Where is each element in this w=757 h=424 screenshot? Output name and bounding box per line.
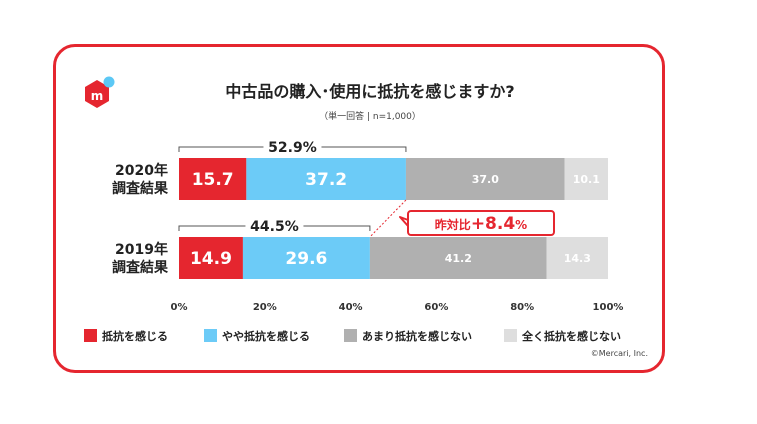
category-label-0-0: 2020年: [115, 162, 168, 179]
bar-segment-1-1: [242, 237, 370, 279]
legend-label-3: 全く抵抗を感じない: [521, 329, 621, 343]
bracket-label-0: 52.9%: [268, 140, 317, 156]
mercari-logo-icon: m: [85, 76, 115, 108]
bar-segment-1-0: [179, 237, 243, 279]
bracket-layer: 52.9% 44.5%: [178, 139, 407, 235]
annotation-unit: %: [515, 218, 527, 232]
legend-swatch-0: [84, 329, 97, 342]
bar-segment-1-3: [546, 237, 608, 279]
category-label-1-1: 調査結果: [112, 259, 169, 276]
value-label-0-2: 37.0: [472, 173, 499, 186]
legend-swatch-3: [504, 329, 517, 342]
value-label-1-2: 41.2: [445, 252, 472, 265]
legend-swatch-2: [344, 329, 357, 342]
annotation-prefix: 昨対比: [435, 217, 471, 232]
stacked-bar-chart: m 中古品の購入･使用に抵抗を感じますか? （単一回答 | n=1,000） 1…: [84, 76, 648, 358]
category-label-1-0: 2019年: [115, 241, 168, 258]
value-label-0-0: 15.7: [192, 170, 234, 190]
svg-text:昨対比+8.4%: 昨対比+8.4%: [435, 214, 527, 234]
bar-segment-0-2: [405, 158, 565, 200]
bar-segment-0-0: [179, 158, 247, 200]
value-label-1-3: 14.3: [564, 252, 591, 265]
legend: 抵抗を感じる やや抵抗を感じる あまり抵抗を感じない 全く抵抗を感じない: [84, 329, 621, 343]
bar-segment-0-1: [246, 158, 406, 200]
legend-label-2: あまり抵抗を感じない: [362, 329, 472, 343]
x-tick-1: 20%: [253, 302, 277, 313]
yoy-annotation: 昨対比+8.4%: [369, 199, 555, 238]
copyright-text: ©Mercari, Inc.: [591, 349, 648, 358]
x-axis-ticks: 0% 20% 40% 60% 80% 100%: [171, 302, 624, 313]
chart-card: m 中古品の購入･使用に抵抗を感じますか? （単一回答 | n=1,000） 1…: [53, 44, 665, 373]
legend-label-1: やや抵抗を感じる: [222, 329, 310, 343]
legend-label-0: 抵抗を感じる: [102, 329, 168, 343]
bar-segment-1-2: [369, 237, 547, 279]
logo-letter: m: [91, 89, 104, 103]
legend-swatch-1: [204, 329, 217, 342]
value-label-0-3: 10.1: [573, 173, 600, 186]
x-tick-0: 0%: [171, 302, 188, 313]
bracket-label-bg-1: [245, 218, 304, 232]
chart-subtitle: （単一回答 | n=1,000）: [319, 110, 421, 122]
value-label-1-1: 29.6: [285, 249, 327, 269]
bracket-label-bg-0: [263, 139, 322, 153]
value-label-1-0: 14.9: [190, 249, 232, 269]
x-tick-5: 100%: [593, 302, 624, 313]
chart-title: 中古品の購入･使用に抵抗を感じますか?: [225, 82, 514, 101]
category-label-0-1: 調査結果: [112, 180, 169, 197]
bracket-label-1: 44.5%: [250, 219, 299, 235]
bar-segment-0-3: [564, 158, 608, 200]
annotation-value: +8.4: [471, 214, 516, 234]
x-tick-4: 80%: [510, 302, 534, 313]
x-tick-2: 40%: [339, 302, 363, 313]
annotation-pointer: [399, 216, 409, 227]
x-tick-3: 60%: [424, 302, 448, 313]
value-label-0-1: 37.2: [305, 170, 347, 190]
bars-layer: 15.7 37.2 37.0 10.1 14.9 29.6 41.2 14.3: [179, 158, 608, 279]
